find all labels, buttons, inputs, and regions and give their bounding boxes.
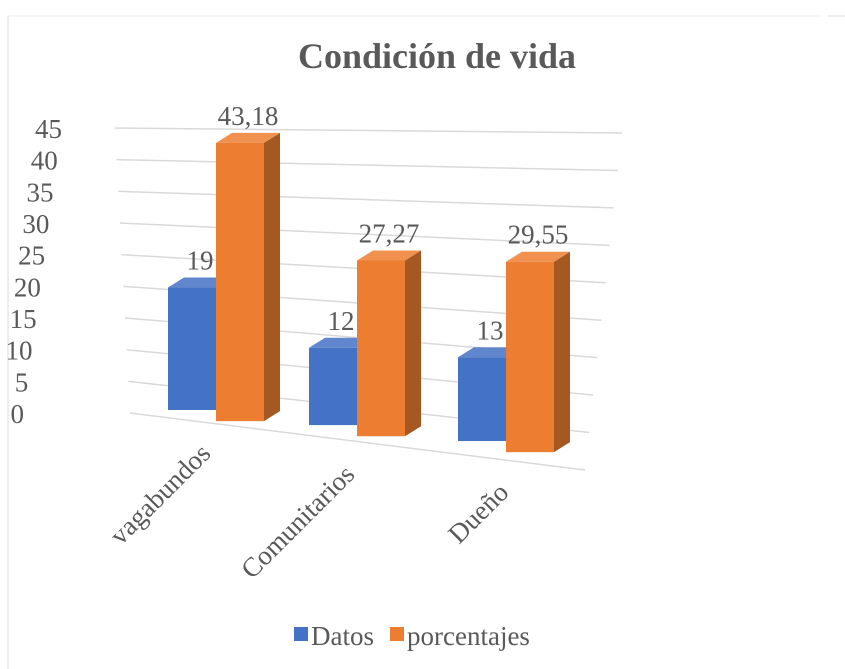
data-label: 29,55 — [508, 220, 569, 250]
grid-line — [114, 127, 623, 134]
grid-line — [119, 222, 610, 247]
bar-side — [405, 250, 421, 437]
grid-line — [129, 412, 586, 471]
bar — [216, 142, 264, 422]
y-tick-label: 5 — [15, 367, 29, 397]
y-tick-label: 20 — [14, 272, 41, 302]
bar — [458, 357, 506, 442]
bar — [357, 260, 405, 437]
legend-swatch — [294, 627, 308, 641]
grid-line — [116, 158, 618, 172]
x-tick-label: Comunitarios — [235, 459, 360, 584]
chart-title: Condición de vida — [298, 36, 576, 76]
bar-side — [554, 251, 570, 453]
x-tick-label: vagabundos — [104, 438, 216, 550]
y-tick-label: 35 — [27, 177, 54, 207]
bar — [168, 287, 216, 410]
data-label: 13 — [477, 315, 504, 345]
legend-label: Datos — [311, 621, 374, 651]
data-label: 12 — [328, 306, 355, 336]
data-label: 27,27 — [359, 218, 420, 248]
legend-label: porcentajes — [407, 621, 530, 651]
bar-top — [506, 251, 570, 262]
y-tick-label: 10 — [5, 336, 32, 366]
bar — [309, 347, 357, 426]
bar — [506, 261, 554, 453]
data-label: 19 — [187, 246, 214, 276]
y-tick-label: 30 — [22, 209, 49, 239]
data-label: 43,18 — [218, 101, 279, 131]
legend-swatch — [390, 627, 404, 641]
y-tick-label: 40 — [31, 146, 58, 176]
grid-line — [118, 190, 614, 209]
x-tick-label: Dueño — [442, 477, 514, 549]
y-tick-label: 25 — [18, 241, 45, 271]
y-tick-label: 45 — [35, 114, 62, 144]
bar-side — [264, 132, 280, 422]
y-tick-label: 15 — [10, 304, 37, 334]
bar-top — [216, 132, 280, 143]
bar-top — [357, 250, 421, 261]
y-tick-label: 0 — [11, 399, 25, 429]
